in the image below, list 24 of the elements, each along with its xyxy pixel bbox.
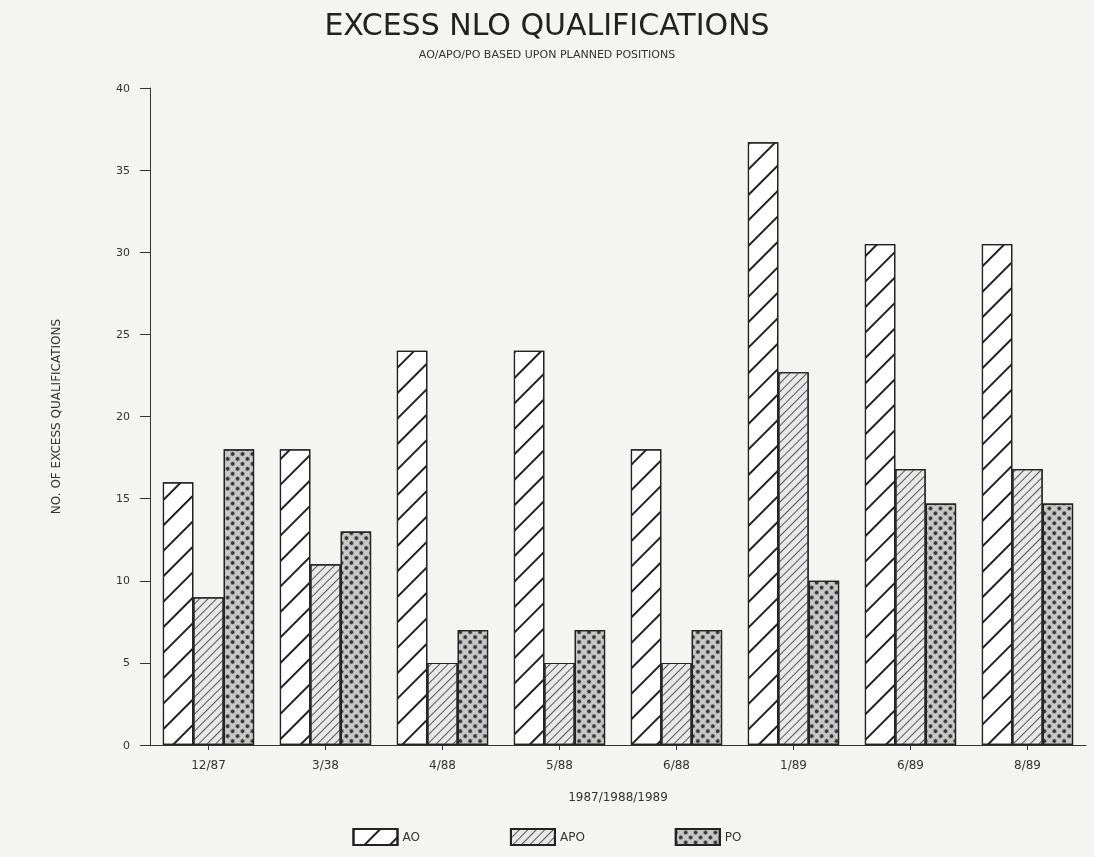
legend-label: AO xyxy=(402,830,420,844)
legend-label: APO xyxy=(559,830,585,844)
y-tick-label: 0 xyxy=(123,738,130,752)
x-tick-label: 8/89 xyxy=(1014,758,1041,772)
y-tick-label: 40 xyxy=(116,81,130,95)
x-tick-label: 5/88 xyxy=(546,758,573,772)
y-tick-label: 10 xyxy=(116,574,130,588)
x-axis-title: 1987/1988/1989 xyxy=(568,790,668,804)
y-tick-label: 20 xyxy=(116,410,130,423)
y-tick-label: 25 xyxy=(116,327,130,341)
x-tick-label: 6/89 xyxy=(897,758,924,772)
x-tick-label: 4/88 xyxy=(429,758,456,772)
chart-title: EXCESS NLO QUALIFICATIONS xyxy=(324,6,770,42)
x-tick-label: 12/87 xyxy=(191,758,226,772)
y-tick-label: 35 xyxy=(116,163,130,177)
chart-subtitle: AO/APO/PO BASED UPON PLANNED POSITIONS xyxy=(418,48,676,61)
y-axis-title: NO. OF EXCESS QUALIFICATIONS xyxy=(49,318,63,515)
y-tick-label: 30 xyxy=(116,245,130,259)
y-tick-label: 5 xyxy=(123,656,130,670)
x-tick-label: 6/88 xyxy=(663,758,690,772)
legend-label: PO xyxy=(724,830,742,844)
y-tick-label: 15 xyxy=(116,492,130,506)
x-tick-label: 3/38 xyxy=(312,758,339,772)
x-tick-label: 1/89 xyxy=(780,758,807,772)
